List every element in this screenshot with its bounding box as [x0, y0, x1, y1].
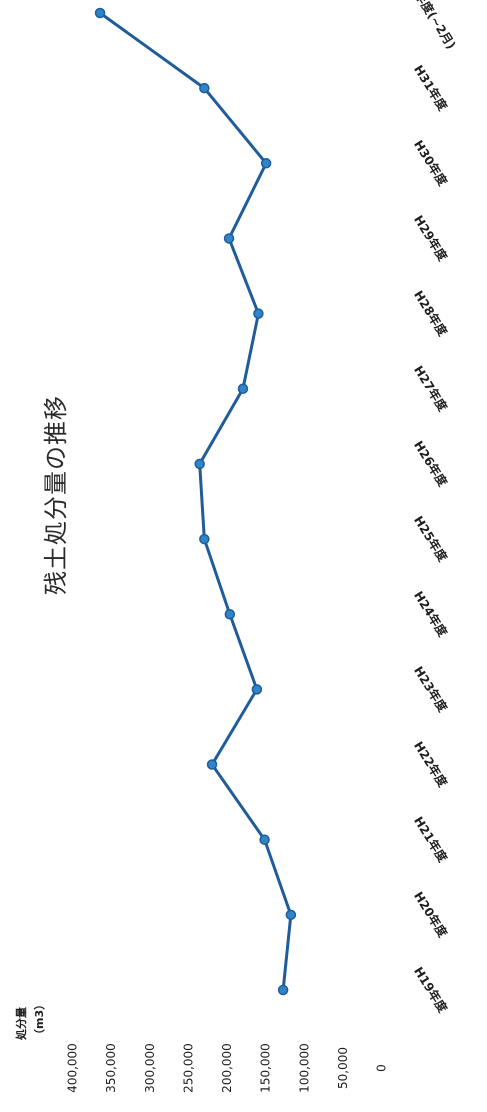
data-series [94, 7, 297, 996]
y-tick-label: 400,000 [66, 1043, 80, 1093]
x-axis-tick-labels: H19年度 H20年度 H21年度 H22年度 H23年度 H24年度 H25年度 H26年度… [403, 0, 460, 1016]
data-point [199, 82, 210, 94]
data-point [285, 909, 297, 921]
y-tick-label: 100,000 [297, 1043, 311, 1093]
data-point [206, 759, 218, 770]
y-tick-label: 150,000 [259, 1043, 273, 1093]
x-tick-label: H21年度 [411, 814, 451, 866]
data-point [199, 533, 210, 545]
x-tick-label: H23年度 [411, 663, 451, 715]
y-tick-label: 350,000 [104, 1043, 118, 1093]
x-tick-label: H22年度 [411, 739, 451, 791]
y-axis-unit-text: 処分量 [14, 1007, 28, 1041]
x-tick-label: H27年度 [411, 363, 451, 415]
data-point [253, 308, 264, 319]
series-line [98, 11, 293, 992]
data-point [94, 7, 106, 19]
chart-title-text: 残土処分量の推移 [42, 395, 70, 595]
data-point [260, 158, 272, 169]
y-tick-label: 300,000 [143, 1043, 157, 1093]
x-tick-label: H24年度 [411, 588, 451, 640]
x-tick-label: H30年度 [411, 137, 451, 189]
x-tick-label: H31年度 [411, 62, 451, 114]
data-point [224, 608, 236, 620]
data-point [194, 458, 205, 470]
y-tick-label: 250,000 [181, 1043, 195, 1093]
data-point [237, 383, 249, 395]
chart-title: 残土処分量の推移 [42, 395, 70, 595]
y-axis-tick-labels: 0 50,000 100,000 150,000 200,000 250,000 300,0… [66, 1043, 389, 1093]
x-tick-label: H19年度 [411, 964, 451, 1016]
y-tick-label: 200,000 [220, 1043, 234, 1093]
y-axis-unit-label: 処分量 （m3） [14, 999, 46, 1041]
y-tick-label: 0 [375, 1064, 389, 1072]
x-tick-label: H25年度 [411, 513, 451, 565]
y-axis-unit-text: （m3） [33, 999, 46, 1040]
x-tick-label: R2年度(~2月) [403, 0, 460, 52]
data-point [223, 233, 235, 244]
data-point [251, 684, 263, 695]
data-point [259, 834, 270, 845]
x-tick-label: H28年度 [411, 288, 451, 340]
x-tick-label: H26年度 [411, 438, 451, 490]
data-point [277, 984, 289, 996]
x-tick-label: H20年度 [411, 889, 451, 941]
x-tick-label: H29年度 [411, 212, 451, 264]
y-tick-label: 50,000 [336, 1047, 350, 1089]
